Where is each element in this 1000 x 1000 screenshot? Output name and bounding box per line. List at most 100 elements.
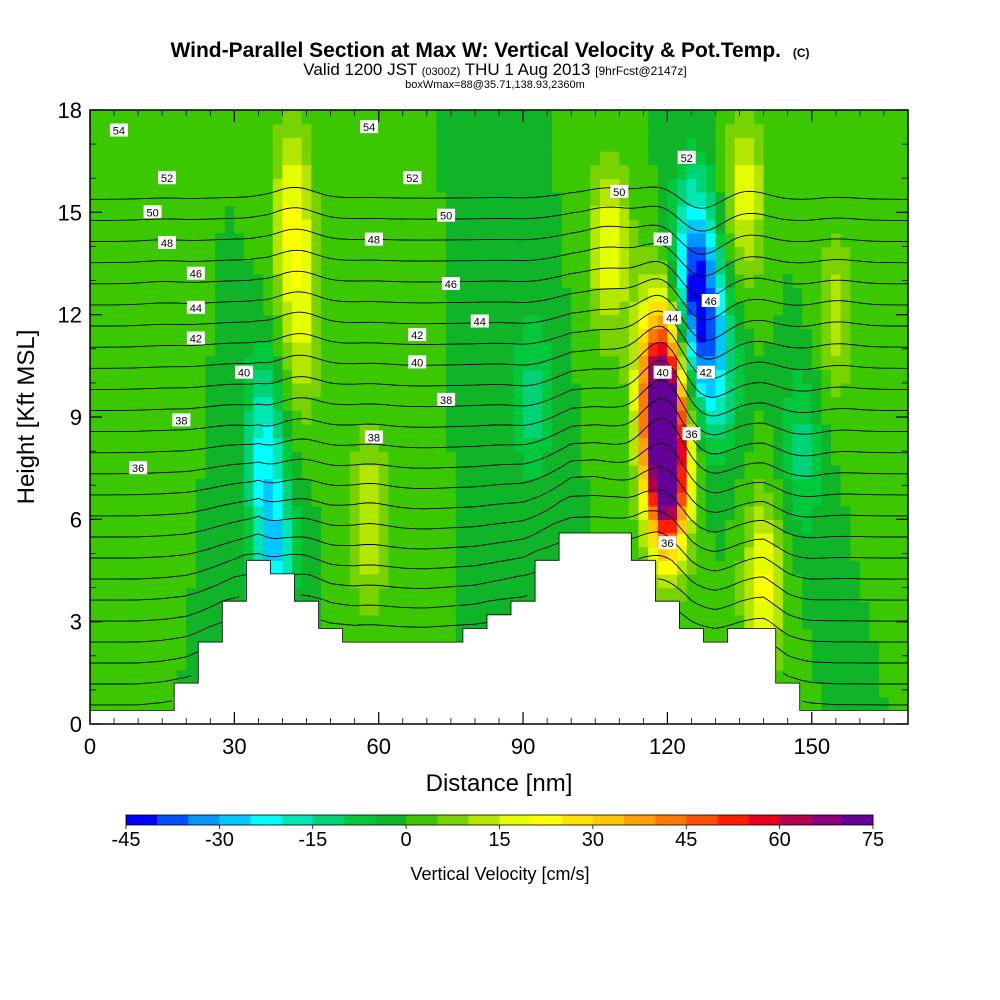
velocity-cell xyxy=(224,369,235,384)
velocity-cell xyxy=(263,369,274,384)
velocity-cell xyxy=(138,601,149,616)
velocity-cell xyxy=(349,232,361,248)
velocity-cell xyxy=(311,137,322,152)
velocity-cell xyxy=(802,696,813,711)
velocity-cell xyxy=(321,232,332,248)
velocity-cell xyxy=(532,342,543,357)
velocity-cell xyxy=(378,137,389,152)
velocity-cell xyxy=(138,178,149,193)
velocity-cell xyxy=(840,451,851,466)
velocity-cell xyxy=(754,396,765,411)
velocity-cell xyxy=(705,219,717,234)
velocity-cell xyxy=(725,382,736,398)
velocity-cell xyxy=(677,587,688,602)
velocity-cell xyxy=(705,191,717,207)
velocity-cell xyxy=(263,260,274,275)
velocity-cell xyxy=(253,260,264,275)
colorbar-swatch xyxy=(126,815,158,825)
velocity-cell xyxy=(503,355,515,370)
velocity-cell xyxy=(90,246,101,261)
contour-label-bg xyxy=(682,427,701,441)
velocity-cell xyxy=(378,260,389,275)
velocity-cell xyxy=(879,314,890,329)
velocity-cell xyxy=(417,369,428,384)
velocity-cell xyxy=(234,219,245,234)
velocity-cell xyxy=(657,451,669,466)
velocity-cell xyxy=(224,191,235,207)
velocity-cell xyxy=(494,287,505,302)
velocity-cell xyxy=(455,505,466,520)
velocity-cell xyxy=(494,505,505,520)
velocity-cell xyxy=(465,464,476,480)
velocity-cell xyxy=(811,219,823,234)
velocity-cell xyxy=(465,178,476,193)
velocity-cell xyxy=(513,546,524,561)
colorbar-tick-label: 45 xyxy=(675,829,697,851)
velocity-cell xyxy=(436,260,447,275)
velocity-cell xyxy=(118,369,130,384)
isentrope-line xyxy=(90,205,908,232)
y-tick-label: 6 xyxy=(70,507,82,532)
contour-label-bg xyxy=(663,311,682,325)
velocity-cell xyxy=(571,123,582,138)
velocity-cell xyxy=(455,573,466,589)
velocity-cell xyxy=(186,246,197,261)
velocity-cell xyxy=(542,110,553,125)
velocity-cell xyxy=(859,314,871,329)
velocity-cell xyxy=(282,123,293,138)
velocity-cell xyxy=(436,273,447,288)
velocity-cell xyxy=(715,451,726,466)
velocity-cell xyxy=(744,519,755,534)
velocity-cell xyxy=(763,137,774,152)
velocity-cell xyxy=(128,178,139,193)
velocity-cell xyxy=(359,546,370,561)
velocity-cell xyxy=(388,410,399,425)
velocity-cell xyxy=(879,492,890,507)
velocity-cell xyxy=(580,382,592,398)
velocity-cell xyxy=(609,382,620,398)
velocity-cell xyxy=(754,369,765,384)
colorbar-swatch xyxy=(686,815,718,825)
contour-label-text: 50 xyxy=(146,207,158,219)
velocity-cell xyxy=(484,369,495,384)
velocity-cell xyxy=(859,410,871,425)
isentrope-line xyxy=(90,442,908,498)
velocity-cell xyxy=(398,123,409,138)
velocity-cell xyxy=(734,314,746,329)
velocity-cell xyxy=(465,273,476,288)
velocity-cell xyxy=(744,123,755,138)
velocity-cell xyxy=(157,382,168,398)
velocity-cell xyxy=(426,178,438,193)
velocity-cell xyxy=(186,287,197,302)
velocity-cell xyxy=(811,437,823,452)
velocity-cell xyxy=(138,287,149,302)
velocity-cell xyxy=(523,301,534,316)
velocity-cell xyxy=(176,314,187,329)
velocity-cell xyxy=(542,437,553,452)
velocity-cell xyxy=(215,437,226,452)
velocity-cell xyxy=(503,382,515,398)
velocity-cell xyxy=(195,150,207,166)
velocity-cell xyxy=(648,546,659,561)
velocity-cell xyxy=(359,219,370,234)
velocity-cell xyxy=(311,587,322,602)
velocity-cell xyxy=(859,696,871,711)
velocity-cell xyxy=(667,287,678,302)
velocity-cell xyxy=(157,191,168,207)
velocity-cell xyxy=(696,164,707,179)
velocity-cell xyxy=(494,150,505,166)
velocity-cell xyxy=(898,587,908,602)
velocity-cell xyxy=(99,260,110,275)
velocity-cell xyxy=(455,492,466,507)
velocity-cell xyxy=(426,601,438,616)
colorbar: -45 -30 -15 0 15 30 45 60 75 xyxy=(112,814,884,851)
velocity-cell xyxy=(898,437,908,452)
y-tick-label: 0 xyxy=(70,712,82,737)
velocity-cell xyxy=(609,328,620,343)
velocity-cell xyxy=(831,505,842,520)
velocity-cell xyxy=(734,382,746,398)
velocity-cell xyxy=(580,410,592,425)
velocity-cell xyxy=(407,478,418,493)
velocity-cell xyxy=(272,178,284,193)
velocity-cell xyxy=(600,519,611,534)
